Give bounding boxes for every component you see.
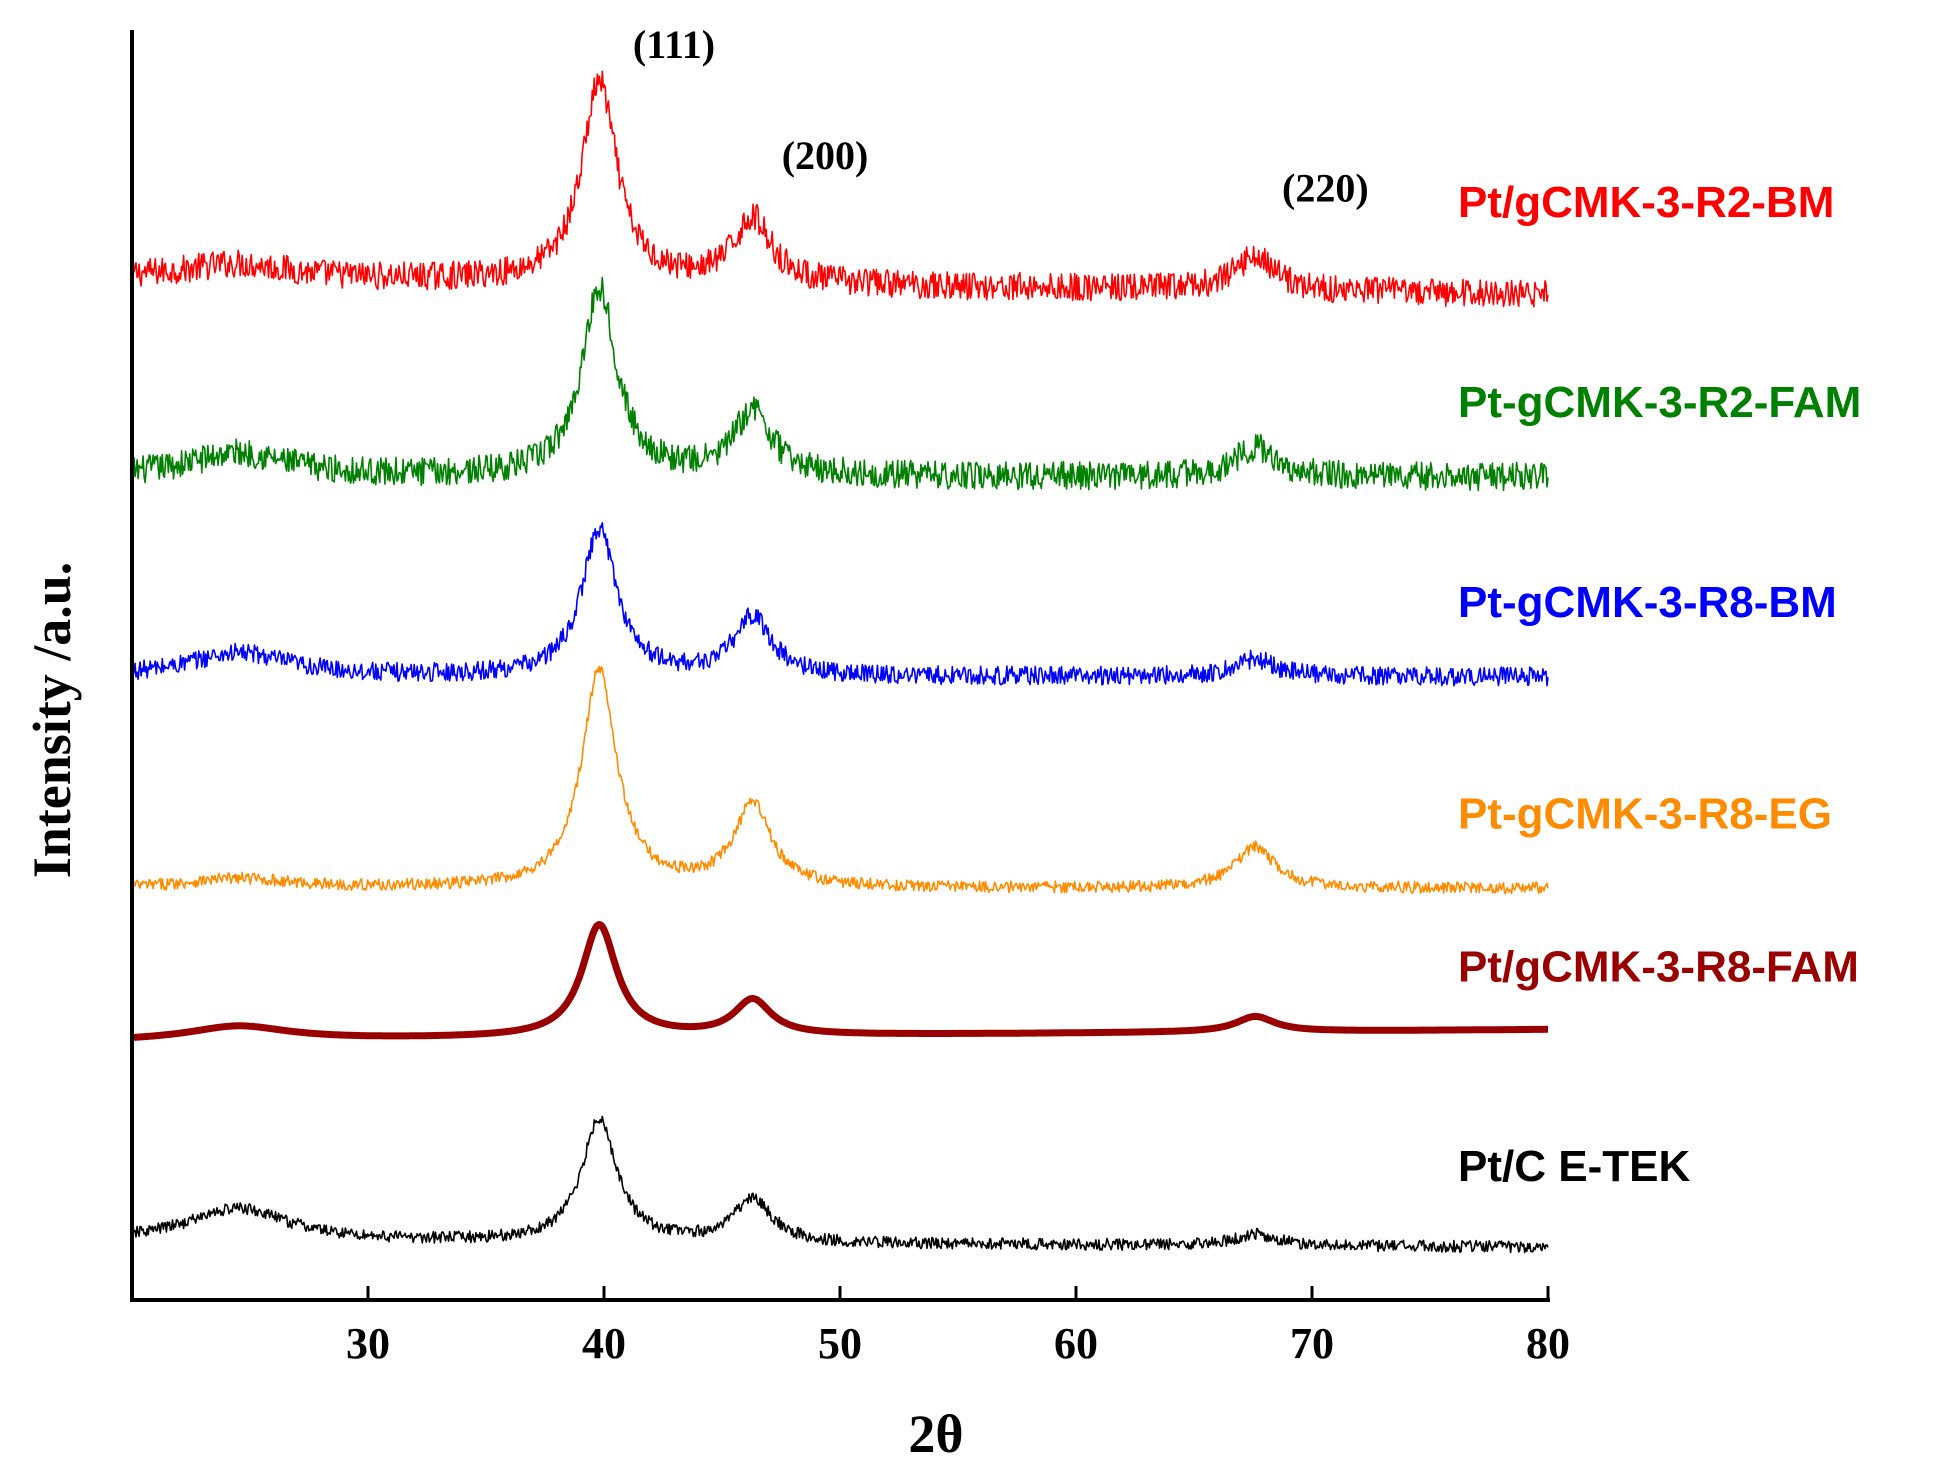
series-line-6 bbox=[131, 1115, 1549, 1254]
x-tick-label: 30 bbox=[346, 1319, 390, 1368]
series-line-1 bbox=[131, 70, 1549, 308]
peak-labels: (111) (200) (220) bbox=[633, 22, 1369, 210]
series-line-2 bbox=[131, 276, 1549, 492]
peak-annotation: (111) bbox=[633, 22, 715, 67]
x-tick-label: 40 bbox=[582, 1319, 626, 1368]
series-label-3: Pt-gCMK-3-R8-BM bbox=[1458, 578, 1837, 627]
series-line-5 bbox=[129, 921, 1551, 1041]
x-tick-label: 70 bbox=[1290, 1319, 1334, 1368]
x-axis-title: 2θ bbox=[908, 1404, 963, 1460]
series-line-4 bbox=[131, 665, 1549, 895]
peak-annotation: (220) bbox=[1282, 165, 1369, 210]
y-axis-title: Intensity /a.u. bbox=[22, 562, 82, 879]
series-labels: Pt/gCMK-3-R2-BM Pt-gCMK-3-R2-FAM Pt-gCMK-3… bbox=[1458, 178, 1861, 1191]
peak-annotation: (200) bbox=[782, 133, 869, 178]
series-label-1: Pt/gCMK-3-R2-BM bbox=[1458, 178, 1834, 227]
plot-area bbox=[129, 70, 1551, 1254]
x-tick-label: 50 bbox=[818, 1319, 862, 1368]
series-label-5: Pt/gCMK-3-R8-FAM bbox=[1458, 942, 1859, 991]
x-tick-label: 80 bbox=[1526, 1319, 1570, 1368]
x-tick-label: 60 bbox=[1054, 1319, 1098, 1368]
series-label-2: Pt-gCMK-3-R2-FAM bbox=[1458, 378, 1861, 427]
series-line-3 bbox=[131, 522, 1549, 687]
series-label-6: Pt/C E-TEK bbox=[1458, 1142, 1690, 1191]
x-ticks: 30 40 50 60 70 80 bbox=[346, 1286, 1570, 1368]
series-label-4: Pt-gCMK-3-R8-EG bbox=[1458, 789, 1832, 838]
